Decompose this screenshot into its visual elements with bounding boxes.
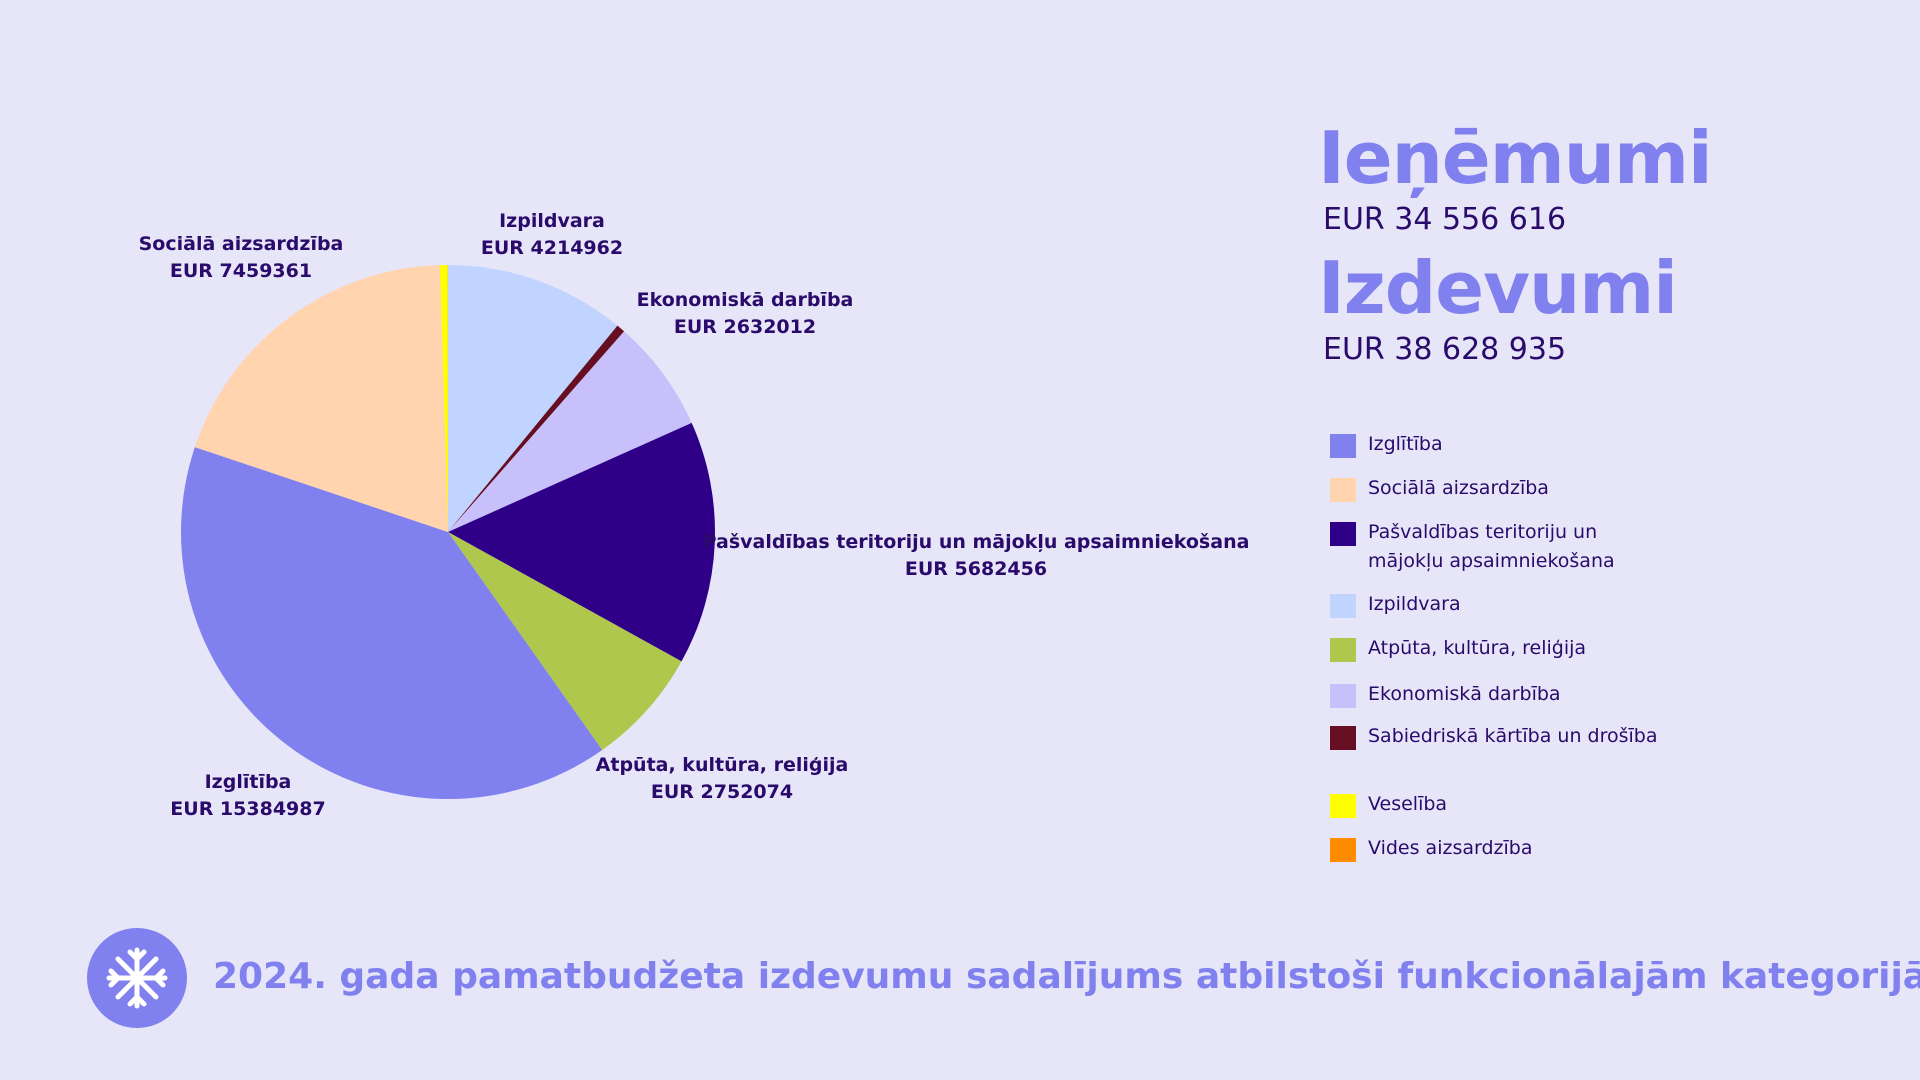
legend-swatch [1330, 478, 1356, 502]
expense-value: EUR 38 628 935 [1323, 332, 1567, 367]
pie-slice [448, 331, 692, 532]
footer-title: 2024. gada pamatbudžeta izdevumu sadalīj… [213, 956, 1920, 997]
pie-labels: Izpildvara EUR 4214962 Ekonomiskā darbība E… [139, 210, 1250, 820]
pie-slice [448, 532, 682, 750]
snowflake-icon [106, 947, 168, 1009]
slice-label: Izglītība [205, 771, 292, 793]
legend-label: Veselība [1368, 793, 1448, 815]
logo [87, 928, 187, 1028]
legend-swatch [1330, 594, 1356, 618]
legend-item: Pašvaldības teritoriju un mājokļu apsaim… [1330, 521, 1660, 576]
legend-swatch [1330, 522, 1356, 546]
legend-label: Atpūta, kultūra, reliģija [1368, 637, 1587, 659]
legend-item: Sabiedriskā kārtība un drošība [1330, 725, 1657, 751]
legend-label: Pašvaldības teritoriju un mājokļu apsaim… [1368, 521, 1615, 572]
slice-value-label: EUR 15384987 [170, 798, 325, 820]
legend-item: Izpildvara [1330, 593, 1461, 619]
income-value: EUR 34 556 616 [1323, 202, 1567, 237]
legend-item: Veselība [1330, 793, 1447, 819]
slice-value-label: EUR 2752074 [651, 781, 793, 803]
slice-value-label: EUR 7459361 [170, 260, 312, 282]
slice-label: Ekonomiskā darbība [637, 289, 854, 311]
legend-item: Izglītība [1330, 433, 1443, 459]
slice-label: Izpildvara [499, 210, 605, 232]
legend-swatch [1330, 838, 1356, 862]
pie-slice [439, 265, 448, 532]
legend-label: Sabiedriskā kārtība un drošība [1368, 725, 1658, 747]
pie-slices [180, 265, 715, 800]
legend-label: Izglītība [1368, 433, 1443, 455]
slice-value-label: EUR 5682456 [905, 558, 1047, 580]
legend-swatch [1330, 638, 1356, 662]
slice-label: Sociālā aizsardzība [139, 233, 344, 255]
budget-summary: Ieņēmumi EUR 34 556 616 Izdevumi EUR 38 … [1318, 116, 1713, 378]
pie-slice [448, 325, 625, 532]
income-title: Ieņēmumi [1318, 116, 1713, 200]
legend-swatch [1330, 726, 1356, 750]
slice-label: Atpūta, kultūra, reliģija [596, 754, 849, 776]
pie-slice [448, 265, 618, 532]
slice-value-label: EUR 2632012 [674, 316, 816, 338]
slice-label: Pašvaldības teritoriju un mājokļu apsaim… [703, 531, 1250, 553]
pie-slice [180, 447, 603, 800]
slice-value-label: EUR 4214962 [481, 237, 623, 259]
pie-slice [448, 422, 715, 662]
legend-label: Ekonomiskā darbība [1368, 683, 1561, 705]
legend-swatch [1330, 794, 1356, 818]
legend-label: Izpildvara [1368, 593, 1461, 615]
legend-item: Atpūta, kultūra, reliģija [1330, 637, 1586, 663]
legend-swatch [1330, 684, 1356, 708]
legend-item: Sociālā aizsardzība [1330, 477, 1549, 503]
legend-label: Sociālā aizsardzība [1368, 477, 1549, 499]
pie-slice [194, 265, 448, 532]
legend-label: Vides aizsardzība [1368, 837, 1533, 859]
legend-item: Vides aizsardzība [1330, 837, 1532, 863]
expense-title: Izdevumi [1318, 246, 1678, 330]
legend-swatch [1330, 434, 1356, 458]
legend-item: Ekonomiskā darbība [1330, 683, 1561, 709]
